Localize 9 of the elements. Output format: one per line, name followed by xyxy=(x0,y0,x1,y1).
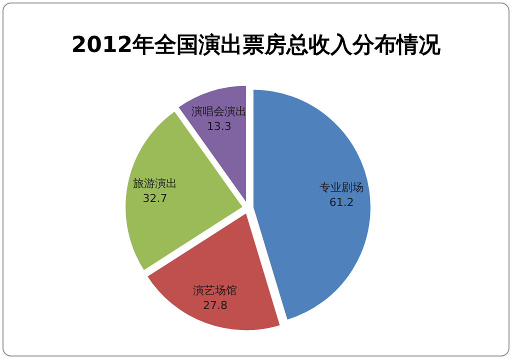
slice-label: 专业剧场 xyxy=(320,181,364,194)
slice-label: 旅游演出 xyxy=(133,177,178,190)
slice-label: 演艺场馆 xyxy=(193,284,238,297)
slice-label: 演唱会演出 xyxy=(192,104,247,118)
data-label: 13.3 xyxy=(206,120,232,133)
data-label: 27.8 xyxy=(202,298,228,312)
data-label: 61.2 xyxy=(329,196,354,210)
data-label: 32.7 xyxy=(142,192,168,206)
chart-title: 2012年全国演出票房总收入分布情况 xyxy=(71,32,442,58)
